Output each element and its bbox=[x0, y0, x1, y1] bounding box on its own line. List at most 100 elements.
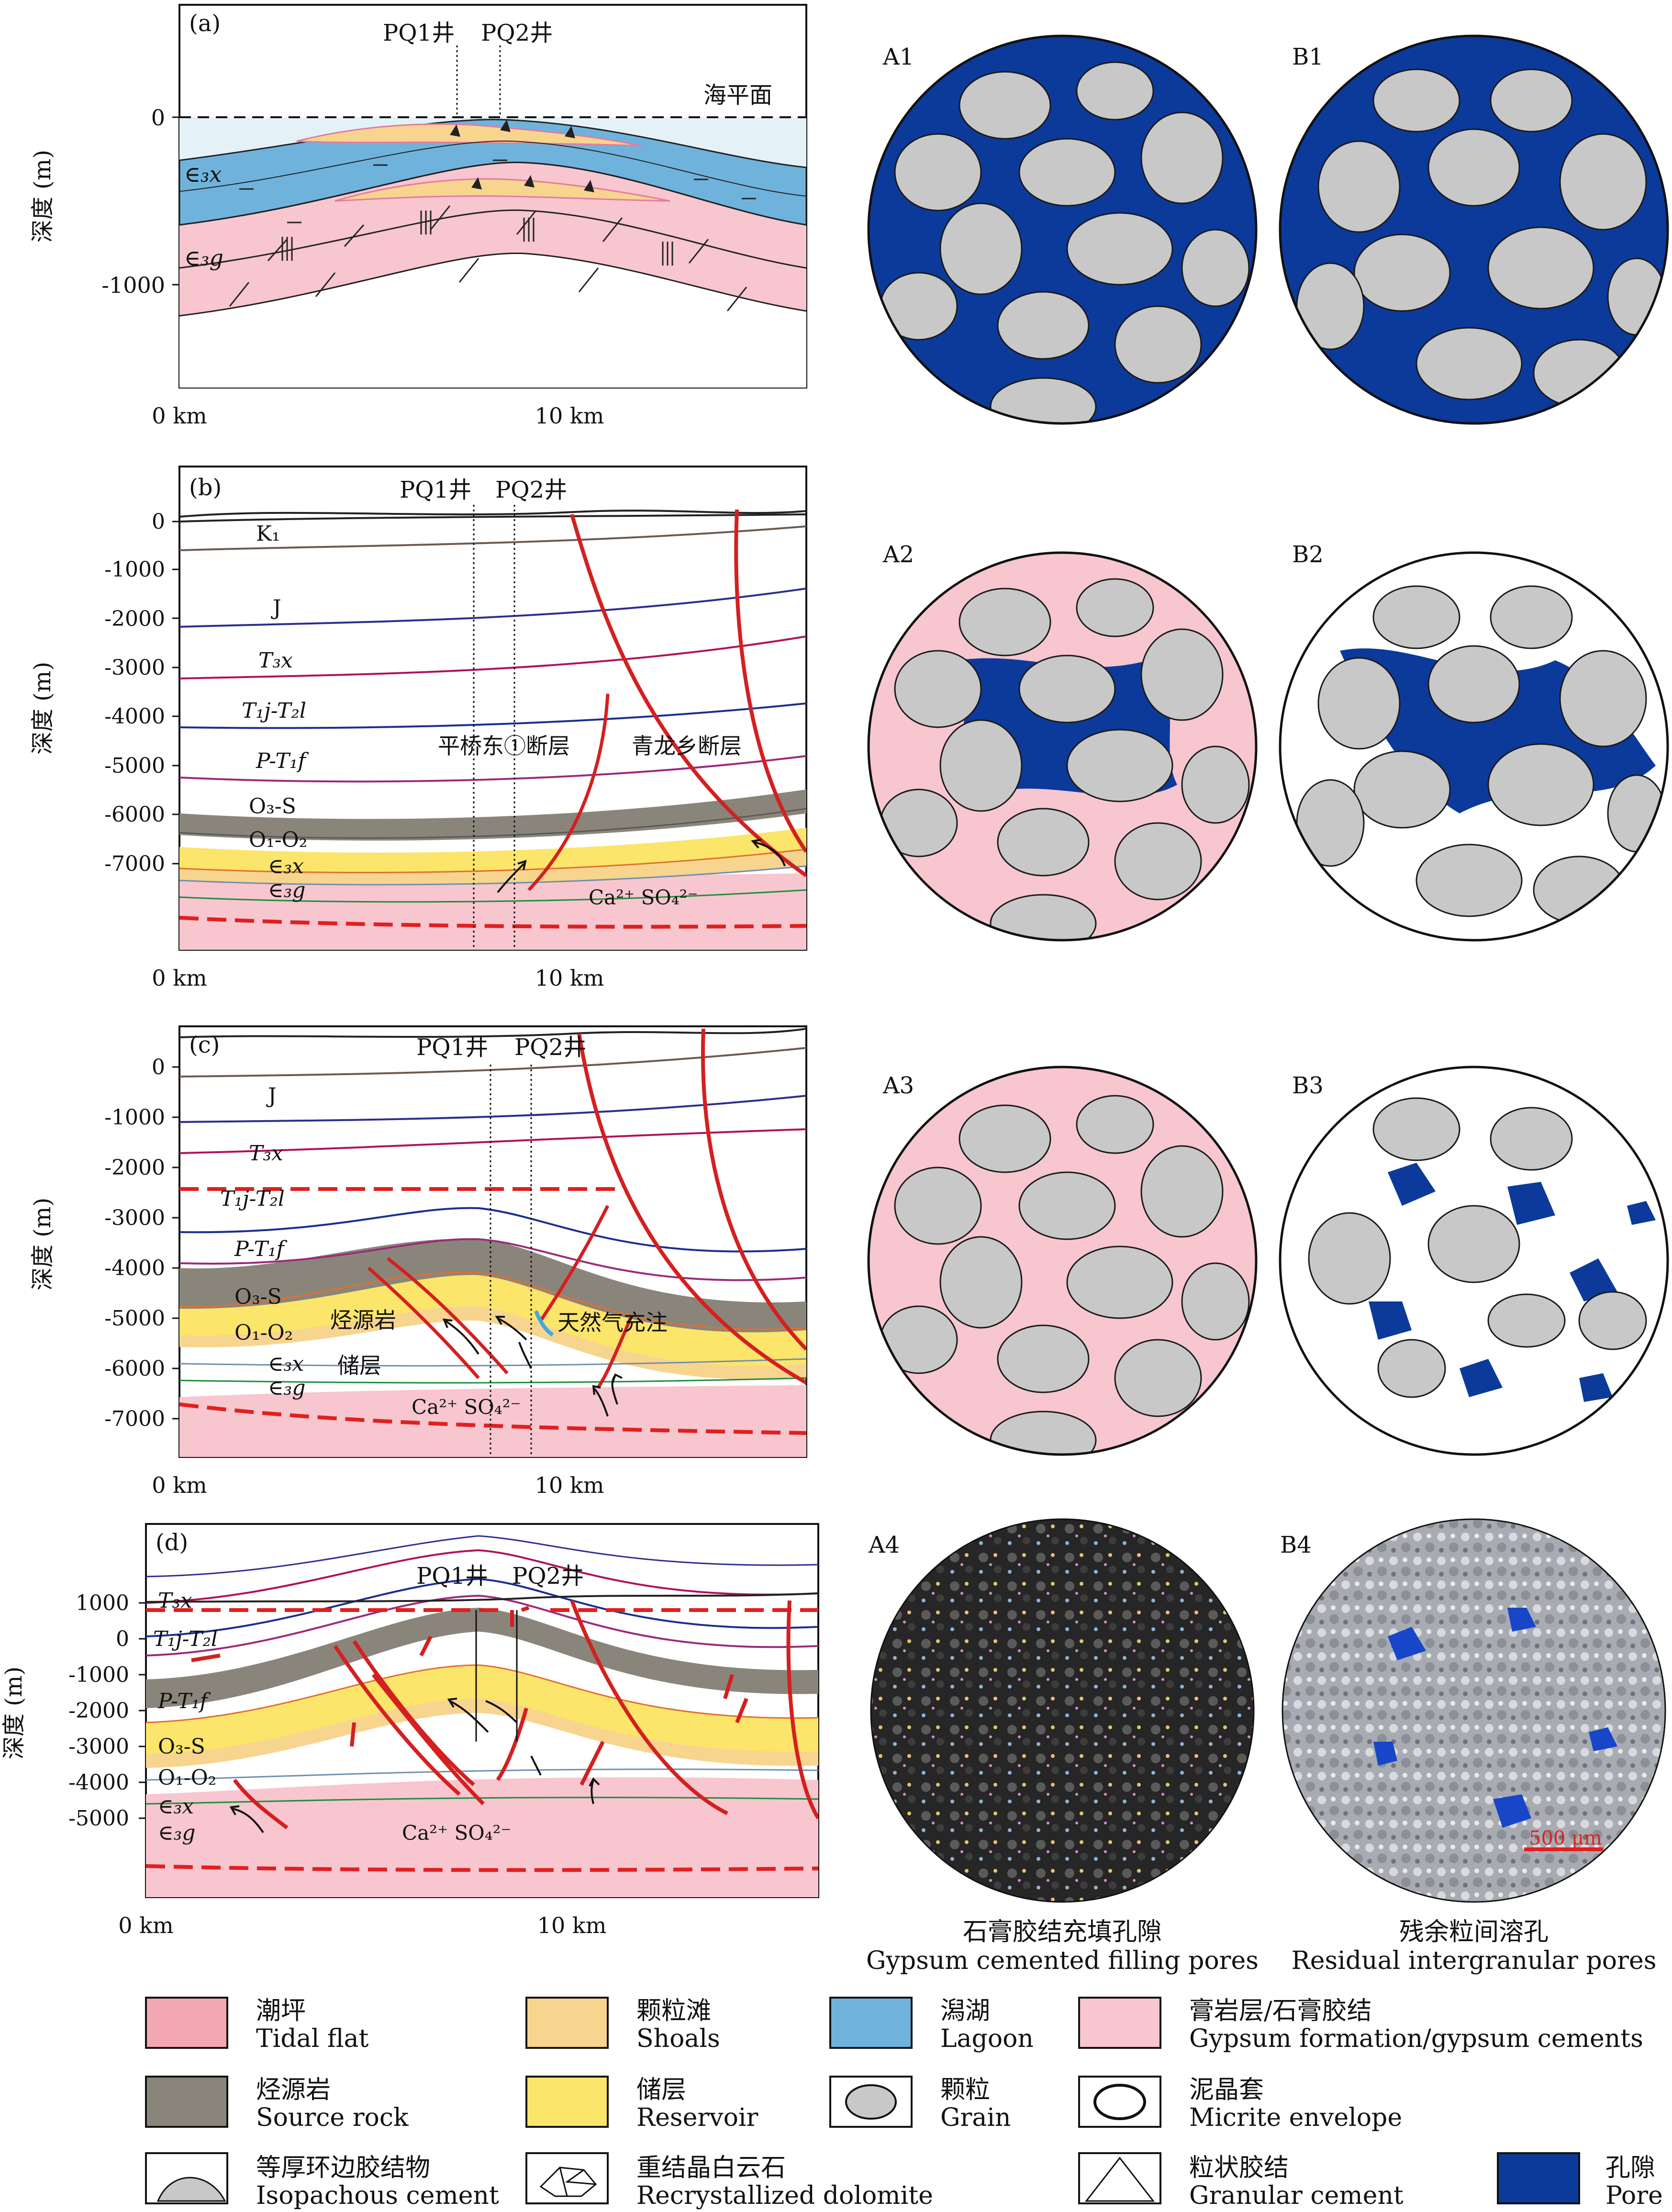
panel-c-ytick: -5000 bbox=[104, 1306, 165, 1331]
panel-b-layer-label: O₃-S bbox=[249, 794, 296, 819]
legend-cn: 储层 bbox=[636, 2076, 686, 2104]
legend-en: Tidal flat bbox=[256, 2024, 368, 2053]
thin-section-label: A2 bbox=[882, 541, 914, 568]
panel-a-ytick: 0 bbox=[151, 105, 165, 131]
gas-charge-label: 天然气充注 bbox=[557, 1310, 668, 1335]
panel-b-layer-label: T₃x bbox=[258, 648, 293, 673]
thin-section-label: B3 bbox=[1292, 1072, 1324, 1099]
legend-en: Recrystallized dolomite bbox=[636, 2181, 933, 2210]
caption-a-en: Gypsum cemented filling pores bbox=[866, 1946, 1259, 1975]
panel-c-ytick: -4000 bbox=[104, 1256, 165, 1280]
panel-c-layer-label: ∈₃x bbox=[268, 1352, 304, 1376]
panel-d-layer-label: ∈₃x bbox=[158, 1794, 194, 1819]
panel-a-y-axis: 0 -1000 深度 (m) bbox=[29, 105, 179, 298]
panel-c-ytick: -2000 bbox=[104, 1156, 165, 1180]
panel-c-ions: Ca²⁺ SO₄²⁻ bbox=[412, 1395, 521, 1419]
panel-c-well1: PQ1井 bbox=[416, 1034, 488, 1061]
panel-d-ytick: -5000 bbox=[68, 1806, 129, 1831]
thin-sections: A1 B1 bbox=[866, 34, 1669, 1975]
thin-section-b1: B1 bbox=[1279, 34, 1669, 425]
panel-b-well1: PQ1井 bbox=[400, 477, 471, 503]
panel-d-ytick: 0 bbox=[116, 1627, 129, 1651]
thin-section-a4: A4 bbox=[868, 1518, 1255, 1903]
panel-b-ytick: -6000 bbox=[104, 802, 165, 827]
panel-c-tag: (c) bbox=[189, 1032, 220, 1058]
panel-b-layer-label: ∈₃g bbox=[268, 878, 305, 902]
thin-section-b3: B3 bbox=[1279, 1066, 1669, 1456]
panel-d-y-title: 深度 (m) bbox=[0, 1667, 27, 1759]
panel-c-layer-label: O₃-S bbox=[234, 1285, 282, 1309]
legend-cn: 重结晶白云石 bbox=[636, 2154, 786, 2182]
recrystallized-dolomite-icon bbox=[539, 2167, 597, 2197]
panel-b-y-title: 深度 (m) bbox=[29, 662, 56, 755]
panel-c-ytick: -1000 bbox=[104, 1105, 165, 1130]
legend-cn: 等厚环边胶结物 bbox=[256, 2154, 430, 2182]
reservoir-label: 储层 bbox=[337, 1353, 381, 1378]
panel-b-well2: PQ2井 bbox=[495, 477, 567, 503]
legend-en: Grain bbox=[940, 2103, 1011, 2132]
thin-section-b4: B4 500 μm bbox=[1280, 1518, 1666, 1903]
panel-c-y-title: 深度 (m) bbox=[29, 1198, 56, 1290]
panel-b-layer-label: P-T₁f bbox=[256, 749, 309, 773]
panel-b-layer-label: K₁ bbox=[256, 522, 280, 546]
caption-b-cn: 残余粒间溶孔 bbox=[1399, 1918, 1549, 1946]
panel-d-layer-labels: T₃x T₁j-T₂l P-T₁f O₃-S O₁-O₂ ∈₃x ∈₃g bbox=[153, 1589, 218, 1845]
legend-en: Isopachous cement bbox=[256, 2181, 499, 2210]
micrite-envelope-icon bbox=[1093, 2084, 1146, 2120]
granular-cement-icon bbox=[1084, 2156, 1155, 2202]
panel-a: (a) PQ1井 PQ2井 海平面 ∈₃x ∈₃g 0 -1000 深度 (m)… bbox=[29, 4, 807, 429]
legend-cn: 孔隙 bbox=[1605, 2154, 1655, 2182]
panel-a-xtick: 0 km bbox=[152, 403, 207, 429]
panel-b-tag: (b) bbox=[189, 474, 222, 501]
thin-section-label: A4 bbox=[868, 1532, 900, 1558]
panel-b-layer-label: ∈₃x bbox=[268, 854, 304, 878]
panel-d-xtick: 0 km bbox=[118, 1912, 173, 1938]
panel-d-tag: (d) bbox=[156, 1529, 188, 1556]
panel-b-ytick: -5000 bbox=[104, 754, 165, 778]
panel-b-ytick: -1000 bbox=[104, 557, 165, 582]
legend-swatch bbox=[525, 1997, 609, 2049]
thin-section-b2: B2 bbox=[1279, 541, 1669, 942]
panel-c-layer-label: T₃x bbox=[249, 1141, 283, 1166]
legend-cn: 潮坪 bbox=[256, 1997, 306, 2025]
thin-section-a1: A1 bbox=[867, 34, 1258, 425]
panel-c-layer-labels: J T₃x T₁j-T₂l P-T₁f O₃-S O₁-O₂ ∈₃x ∈₃g bbox=[220, 1084, 305, 1400]
thin-section-label: A3 bbox=[882, 1072, 914, 1099]
panel-d-layer-label: ∈₃g bbox=[158, 1821, 195, 1845]
thin-section-a2: A2 bbox=[867, 541, 1258, 942]
panel-c-xtick: 10 km bbox=[535, 1472, 604, 1498]
panel-c-xtick: 0 km bbox=[152, 1472, 207, 1498]
panel-a-unit-g: ∈₃g bbox=[184, 245, 223, 271]
panel-a-sea-level: 海平面 bbox=[703, 82, 772, 109]
panel-a-tag: (a) bbox=[189, 10, 221, 37]
legend-swatch bbox=[145, 2076, 228, 2128]
panel-b-xtick: 10 km bbox=[535, 965, 604, 991]
legend-en: Reservoir bbox=[636, 2103, 758, 2132]
legend-cn: 泥晶套 bbox=[1189, 2076, 1264, 2104]
panel-b-ytick: -7000 bbox=[104, 852, 165, 876]
panel-c-well2: PQ2井 bbox=[514, 1034, 586, 1061]
panel-c-ytick: -3000 bbox=[104, 1206, 165, 1230]
panel-d-ytick: 1000 bbox=[76, 1591, 129, 1615]
panel-c-ytick: -7000 bbox=[104, 1407, 165, 1431]
legend-cn: 颗粒滩 bbox=[636, 1997, 711, 2025]
panel-c-layer-label: P-T₁f bbox=[234, 1237, 287, 1261]
legend-en: Pore bbox=[1605, 2181, 1663, 2210]
panel-d: (d) PQ1井 PQ2井 T₃x T₁j-T₂l P-T₁f O₃-S O₁-… bbox=[0, 1523, 819, 1938]
source-rock-label: 烃源岩 bbox=[330, 1307, 396, 1333]
panel-b-layer-label: J bbox=[271, 596, 281, 620]
thin-section-a3: A3 bbox=[867, 1066, 1258, 1456]
thin-section-label: A1 bbox=[882, 44, 914, 70]
legend-en: Gypsum formation/gypsum cements bbox=[1189, 2024, 1643, 2053]
panel-b-ytick: -2000 bbox=[104, 607, 165, 631]
panel-a-ytick: -1000 bbox=[101, 272, 165, 298]
legend-cn: 粒状胶结 bbox=[1189, 2154, 1289, 2182]
panel-d-ytick: -4000 bbox=[68, 1770, 129, 1795]
panel-d-layer-label: O₃-S bbox=[158, 1734, 205, 1759]
panel-c: (c) PQ1井 PQ2井 J T₃x T₁j-T₂l P-T₁f O₃-S O… bbox=[29, 1025, 807, 1498]
panel-a-y-title: 深度 (m) bbox=[29, 150, 56, 243]
panel-d-ions: Ca²⁺ SO₄²⁻ bbox=[402, 1821, 512, 1845]
legend-swatch bbox=[1078, 1997, 1161, 2049]
panel-d-xtick: 10 km bbox=[537, 1912, 607, 1938]
legend-en: Shoals bbox=[636, 2024, 720, 2053]
